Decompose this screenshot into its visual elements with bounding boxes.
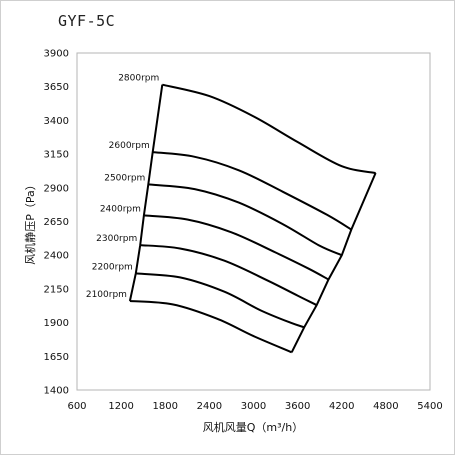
x-tick-label: 1200 [108,401,133,412]
y-tick-label: 2400 [44,251,69,262]
rpm-curve-2300rpm [140,244,318,306]
x-tick-label: 2400 [197,401,222,412]
y-tick-label: 1900 [44,318,69,329]
rpm-label: 2400rpm [100,204,141,214]
x-tick-label: 5400 [417,401,442,412]
rpm-curve-2100rpm [129,300,293,354]
rpm-label: 2600rpm [109,141,150,151]
y-tick-label: 2150 [44,284,69,295]
plot-area [76,52,431,391]
x-tick-label: 4800 [373,401,398,412]
rpm-curves [128,83,377,354]
left-boundary-line [128,84,164,302]
x-tick-label: 1800 [153,401,178,412]
x-axis-title: 风机风量Q（m³/h） [203,420,303,434]
rpm-label: 2100rpm [86,290,127,300]
x-tick-label: 3000 [241,401,266,412]
rpm-curve-2600rpm [152,151,352,231]
axis-ticks: 600 1200 1800 2400 3000 3600 4200 4800 5400 1400 1… [44,49,443,413]
y-tick-label: 2650 [44,217,69,228]
rpm-label: 2800rpm [118,74,159,84]
x-tick-label: 4200 [329,401,354,412]
rpm-label: 2500rpm [104,173,145,183]
rpm-curve-2400rpm [143,214,329,281]
y-tick-label: 1400 [44,386,69,397]
rpm-labels: 2800rpm 2600rpm 2500rpm 2400rpm 2300rpm 2200r… [86,74,159,300]
rpm-curve-2200rpm [135,272,305,329]
y-tick-label: 2900 [44,183,69,194]
y-tick-label: 3650 [44,82,69,93]
rpm-curve-2800rpm [162,83,376,174]
x-tick-label: 3600 [285,401,310,412]
y-axis-title: 风机静压P（Pa） [23,179,37,265]
chart-title: GYF-5C [58,12,116,30]
rpm-label: 2300rpm [96,234,137,244]
y-tick-label: 3400 [44,116,69,127]
rpm-curve-2500rpm [148,183,343,257]
right-boundary-line [290,172,377,353]
y-tick-label: 3900 [44,49,69,60]
rpm-label: 2200rpm [92,262,133,272]
y-tick-label: 1650 [44,352,69,363]
x-tick-label: 600 [67,401,86,412]
y-tick-label: 3150 [44,150,69,161]
